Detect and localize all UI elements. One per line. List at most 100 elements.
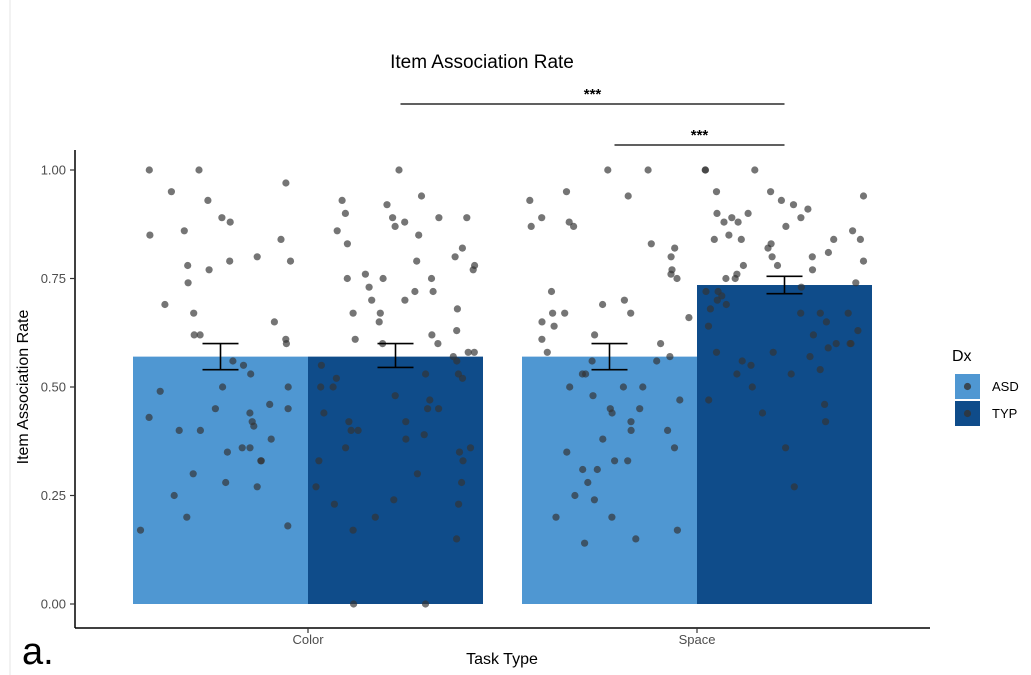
data-point-color-typ (379, 274, 387, 283)
data-point-color-typ (411, 287, 419, 296)
data-point-space-typ (824, 344, 832, 352)
data-point-color-asd (219, 383, 227, 391)
data-point-color-asd (189, 470, 197, 478)
data-point-space-typ (758, 409, 767, 417)
data-point-color-typ (455, 448, 464, 456)
bar-color-asd (133, 356, 308, 604)
data-point-color-typ (365, 283, 373, 291)
data-point-color-asd (267, 435, 275, 443)
data-point-color-asd (146, 231, 154, 239)
data-point-space-typ (747, 361, 755, 369)
data-point-space-typ (733, 370, 741, 378)
data-point-space-asd (549, 309, 557, 317)
data-point-color-typ (351, 335, 359, 343)
data-point-space-asd (611, 457, 619, 465)
data-point-color-typ (329, 383, 337, 391)
data-point-color-typ (402, 418, 410, 426)
data-point-space-typ (767, 240, 775, 248)
data-point-space-asd (624, 192, 632, 200)
data-point-space-asd (666, 353, 674, 361)
data-point-color-asd (247, 370, 255, 378)
chart-title: Item Association Rate (390, 52, 574, 73)
data-point-color-typ (455, 500, 463, 508)
data-point-color-asd (223, 448, 231, 456)
data-point-color-asd (248, 418, 256, 426)
data-point-space-asd (627, 426, 635, 434)
data-point-color-asd (286, 257, 295, 265)
y-axis-title: Item Association Rate (15, 310, 32, 465)
data-point-space-typ (859, 192, 868, 200)
data-point-space-typ (816, 366, 824, 374)
data-point-color-typ (350, 600, 358, 608)
data-point-space-typ (705, 396, 713, 404)
data-point-color-asd (145, 413, 153, 421)
data-point-color-typ (435, 405, 443, 413)
data-point-color-asd (239, 361, 248, 369)
x-tick-label: Space (679, 632, 716, 647)
points-layer (136, 166, 868, 608)
data-point-color-typ (376, 309, 384, 317)
legend-point-icon (963, 382, 972, 391)
data-point-space-asd (570, 222, 578, 230)
data-point-color-typ (471, 261, 479, 270)
data-point-color-typ (453, 535, 461, 543)
data-point-space-asd (579, 465, 587, 474)
data-point-space-typ (816, 309, 824, 317)
data-point-space-asd (552, 513, 560, 521)
data-point-color-typ (343, 240, 351, 248)
data-point-space-asd (589, 392, 597, 400)
data-point-space-asd (636, 405, 644, 413)
data-point-color-typ (459, 457, 467, 465)
data-point-space-asd (588, 357, 596, 365)
data-point-space-asd (604, 166, 612, 174)
data-point-space-asd (538, 214, 546, 222)
bars-layer (133, 285, 872, 604)
data-point-space-typ (712, 188, 721, 196)
data-point-color-typ (368, 296, 376, 304)
data-point-space-typ (768, 253, 776, 261)
data-point-color-asd (161, 300, 169, 309)
data-point-space-asd (550, 322, 558, 330)
data-point-space-typ (725, 231, 733, 239)
error-bars-layer (202, 275, 803, 371)
data-point-space-typ (706, 305, 715, 313)
data-point-color-typ (466, 444, 475, 452)
data-point-color-typ (415, 231, 423, 239)
data-point-color-typ (349, 526, 357, 534)
data-point-color-asd (184, 279, 192, 287)
data-point-color-asd (226, 218, 234, 226)
data-point-space-typ (733, 270, 741, 278)
data-point-space-typ (787, 370, 795, 378)
data-point-space-asd (590, 496, 599, 504)
data-point-space-typ (710, 235, 718, 243)
data-point-space-typ (856, 235, 865, 243)
data-point-space-typ (737, 235, 745, 243)
data-point-space-asd (619, 383, 628, 391)
data-point-color-asd (282, 179, 290, 187)
data-point-space-asd (571, 491, 579, 500)
data-point-color-asd (284, 383, 292, 391)
data-point-space-typ (790, 483, 798, 491)
y-tick-label: 0.75 (41, 271, 66, 286)
data-point-color-asd (167, 188, 175, 196)
panel-label: a. (22, 631, 54, 673)
y-tick-label: 0.50 (41, 380, 66, 395)
data-point-space-asd (543, 348, 551, 356)
data-point-space-typ (701, 166, 710, 174)
data-point-space-asd (624, 457, 632, 465)
data-point-color-typ (395, 166, 403, 174)
data-point-color-typ (401, 296, 409, 304)
data-point-space-typ (782, 444, 790, 452)
data-point-color-asd (270, 318, 278, 326)
data-point-space-asd (593, 465, 601, 474)
data-point-space-typ (728, 214, 736, 222)
data-point-color-asd (218, 214, 226, 222)
significance-brackets: *** *** (400, 86, 785, 146)
data-point-color-typ (463, 214, 471, 222)
data-point-color-typ (330, 500, 338, 508)
data-point-space-typ (738, 357, 746, 365)
data-point-color-typ (383, 201, 391, 209)
data-point-color-typ (342, 444, 350, 452)
data-point-color-typ (458, 244, 466, 252)
